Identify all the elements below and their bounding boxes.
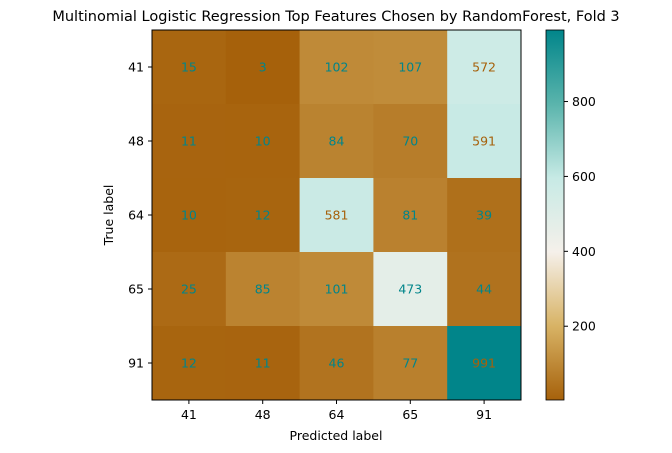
heatmap-cell — [299, 252, 374, 327]
cell-value-label: 12 — [255, 208, 271, 223]
heatmap-cells — [152, 30, 522, 401]
cell-value-label: 3 — [259, 60, 267, 75]
colorbar-tick-label: 200 — [572, 319, 596, 334]
x-tick-label: 91 — [476, 407, 492, 422]
x-tick-label: 48 — [255, 407, 271, 422]
colorbar-tick-label: 800 — [572, 94, 596, 109]
colorbar-tick-label: 400 — [572, 244, 596, 259]
y-tick-label: 48 — [128, 134, 144, 149]
cell-value-label: 25 — [181, 282, 197, 297]
cell-value-label: 84 — [329, 134, 345, 149]
y-tick-label: 41 — [128, 60, 144, 75]
heatmap-cell — [373, 178, 448, 253]
x-tick-label: 41 — [181, 407, 197, 422]
heatmap-cell — [373, 30, 448, 105]
heatmap-cell — [373, 252, 448, 327]
heatmap-cell — [225, 252, 301, 327]
colorbar: 200 400 600 800 — [545, 29, 596, 401]
y-tick-label: 91 — [128, 356, 144, 371]
heatmap-cell — [373, 104, 448, 179]
colorbar-gradient — [545, 29, 565, 401]
heatmap-cell — [152, 104, 227, 179]
cell-value-label: 85 — [255, 282, 271, 297]
heatmap-cell — [447, 326, 522, 401]
cell-value-label: 70 — [402, 134, 418, 149]
cell-value-label: 46 — [329, 356, 345, 371]
cell-value-label: 12 — [181, 356, 197, 371]
heatmap-cell — [447, 178, 522, 253]
cell-value-label: 11 — [181, 134, 197, 149]
cell-value-label: 44 — [476, 282, 492, 297]
cell-value-label: 581 — [325, 208, 349, 223]
heatmap-cell — [152, 326, 227, 401]
cell-value-label: 81 — [402, 208, 418, 223]
cell-value-label: 10 — [181, 208, 197, 223]
heatmap-cell — [447, 104, 522, 179]
cell-value-label: 77 — [402, 356, 418, 371]
heatmap-cell — [373, 326, 448, 401]
x-axis: 41 48 64 65 91 — [181, 400, 492, 422]
cell-value-label: 15 — [181, 60, 197, 75]
x-tick-label: 64 — [329, 407, 345, 422]
heatmap-cell — [299, 326, 374, 401]
heatmap-cell — [225, 30, 301, 105]
cell-value-label: 102 — [325, 60, 349, 75]
cell-value-label: 473 — [398, 282, 422, 297]
heatmap-cell — [299, 178, 374, 253]
cell-value-label: 991 — [472, 356, 496, 371]
heatmap-cell — [225, 326, 301, 401]
chart-title: Multinomial Logistic Regression Top Feat… — [52, 9, 619, 25]
cell-value-label: 107 — [398, 60, 422, 75]
cell-value-label: 572 — [472, 60, 496, 75]
cell-value-labels: 15 3 102 107 572 11 10 84 70 591 10 12 581 81 39 25 85 10… — [181, 60, 496, 371]
heatmap-cell — [152, 30, 227, 105]
cell-value-label: 11 — [255, 356, 271, 371]
heatmap-cell — [299, 30, 374, 105]
colorbar-tick-label: 600 — [572, 169, 596, 184]
heatmap-cell — [152, 252, 227, 327]
heatmap-cell — [447, 30, 522, 105]
cell-value-label: 10 — [255, 134, 271, 149]
heatmap-cell — [299, 104, 374, 179]
heatmap-cell — [225, 104, 301, 179]
y-tick-label: 64 — [128, 208, 144, 223]
x-tick-label: 65 — [402, 407, 418, 422]
y-axis-label: True label — [101, 185, 116, 247]
x-axis-label: Predicted label — [290, 428, 383, 443]
y-tick-label: 65 — [128, 282, 144, 297]
cell-value-label: 591 — [472, 134, 496, 149]
y-axis: 41 48 64 65 91 — [128, 60, 152, 371]
heatmap-cell — [225, 178, 301, 253]
heatmap-cell — [447, 252, 522, 327]
cell-value-label: 39 — [476, 208, 492, 223]
cell-value-label: 101 — [325, 282, 349, 297]
heatmap-cell — [152, 178, 227, 253]
